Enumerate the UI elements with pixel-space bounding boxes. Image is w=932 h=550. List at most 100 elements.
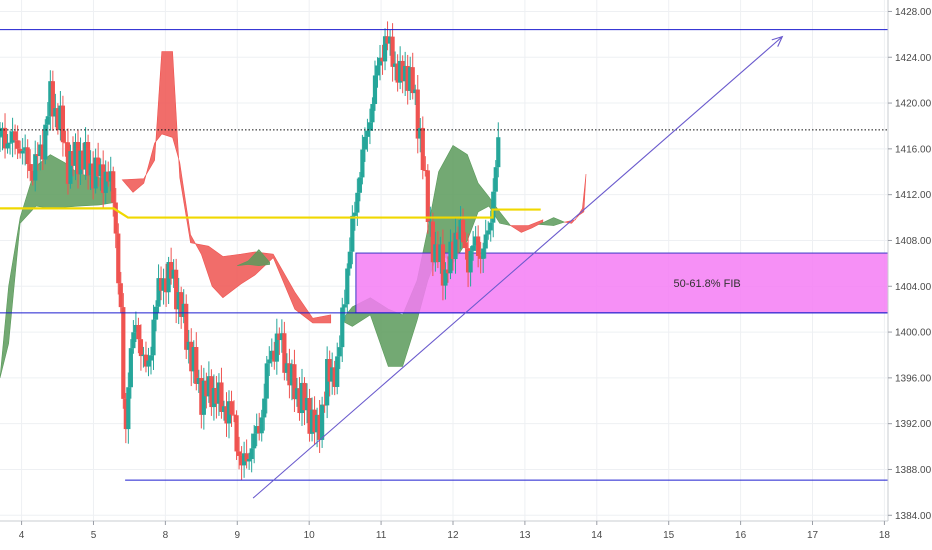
candle (458, 206, 463, 250)
time-tick-label: 17 (807, 530, 819, 541)
candle-body (423, 170, 428, 172)
candle-body (473, 236, 478, 246)
candle (491, 178, 496, 238)
candle-body (85, 142, 91, 176)
candle (455, 226, 461, 254)
candle (10, 117, 15, 158)
candle (481, 242, 486, 273)
candle-body (483, 234, 488, 249)
time-tick-label: 9 (234, 530, 240, 541)
candle (101, 150, 106, 208)
fib-zone-label: 50-61.8% FIB (673, 278, 740, 290)
candle (45, 102, 50, 136)
candle (88, 150, 93, 190)
candle-body (463, 242, 468, 249)
trendline[interactable] (252, 35, 784, 499)
time-tick-label: 10 (304, 530, 316, 541)
candle-body (398, 60, 403, 83)
candle (231, 400, 237, 423)
candle (186, 329, 191, 364)
candle (413, 84, 418, 106)
candle (440, 229, 446, 301)
candle (405, 54, 410, 105)
candle (282, 321, 287, 381)
candle-body (75, 141, 81, 175)
candle (23, 134, 28, 166)
candle (259, 409, 264, 442)
candle (211, 374, 217, 421)
candle (131, 320, 136, 354)
candle-body (350, 215, 355, 252)
candle-body (385, 36, 390, 44)
candle (254, 413, 259, 447)
candle-body (201, 380, 206, 415)
candle (169, 247, 174, 285)
candle-body (355, 192, 360, 213)
candle-body (362, 136, 368, 150)
candle-body (269, 350, 274, 360)
candle-body (287, 363, 292, 386)
candle (274, 318, 279, 375)
candle-body (486, 230, 491, 235)
price-tick-label: 1424.00 (895, 53, 932, 64)
candle-body (151, 319, 156, 356)
candle-body (440, 244, 446, 286)
ichimoku-cloud (0, 51, 587, 378)
candle-body (133, 324, 138, 333)
candle (128, 339, 133, 399)
candle (387, 29, 393, 56)
candle-body (234, 415, 239, 452)
candle (279, 319, 284, 353)
candle-body (113, 202, 118, 234)
candle (123, 392, 128, 444)
candle (375, 57, 380, 88)
candle-body (408, 67, 413, 91)
candle-body (370, 104, 375, 123)
time-tick-label: 11 (376, 530, 387, 541)
candle-body (106, 171, 111, 182)
candle-body (342, 304, 347, 308)
candle-body (453, 232, 458, 260)
candle-body (211, 387, 217, 408)
candle-body (68, 151, 73, 184)
candle-body (491, 191, 496, 223)
candle (73, 133, 78, 181)
candle-body (330, 367, 335, 382)
candle (5, 134, 10, 154)
candle-body (279, 333, 284, 341)
candle (367, 108, 373, 145)
candle (244, 439, 249, 469)
candle-body (420, 127, 425, 171)
candle-body (184, 303, 189, 350)
candle-body (430, 221, 435, 263)
candle-body (460, 219, 466, 243)
candle-body (48, 81, 53, 117)
candle (133, 311, 138, 343)
candle (214, 375, 219, 419)
candle-body (267, 359, 272, 364)
candle-body (292, 364, 297, 400)
trendline-line (252, 36, 783, 499)
candle (292, 349, 297, 413)
candle-body (50, 81, 55, 117)
candle (350, 205, 355, 265)
candle (312, 396, 317, 446)
candle-body (25, 147, 30, 165)
candle (320, 396, 325, 448)
candle (332, 360, 337, 396)
candle-body (322, 404, 327, 406)
candle (478, 241, 483, 274)
price-tick-label: 1384.00 (895, 511, 932, 522)
candle-body (244, 453, 249, 462)
candle-body (226, 401, 232, 424)
candle (337, 335, 342, 369)
price-tick-label: 1396.00 (895, 373, 932, 384)
candle-body (28, 164, 33, 171)
candle-body (294, 388, 300, 400)
candle-body (131, 332, 136, 349)
candle (420, 116, 425, 180)
candle (199, 365, 204, 429)
candle (284, 353, 289, 381)
candle (330, 352, 335, 395)
